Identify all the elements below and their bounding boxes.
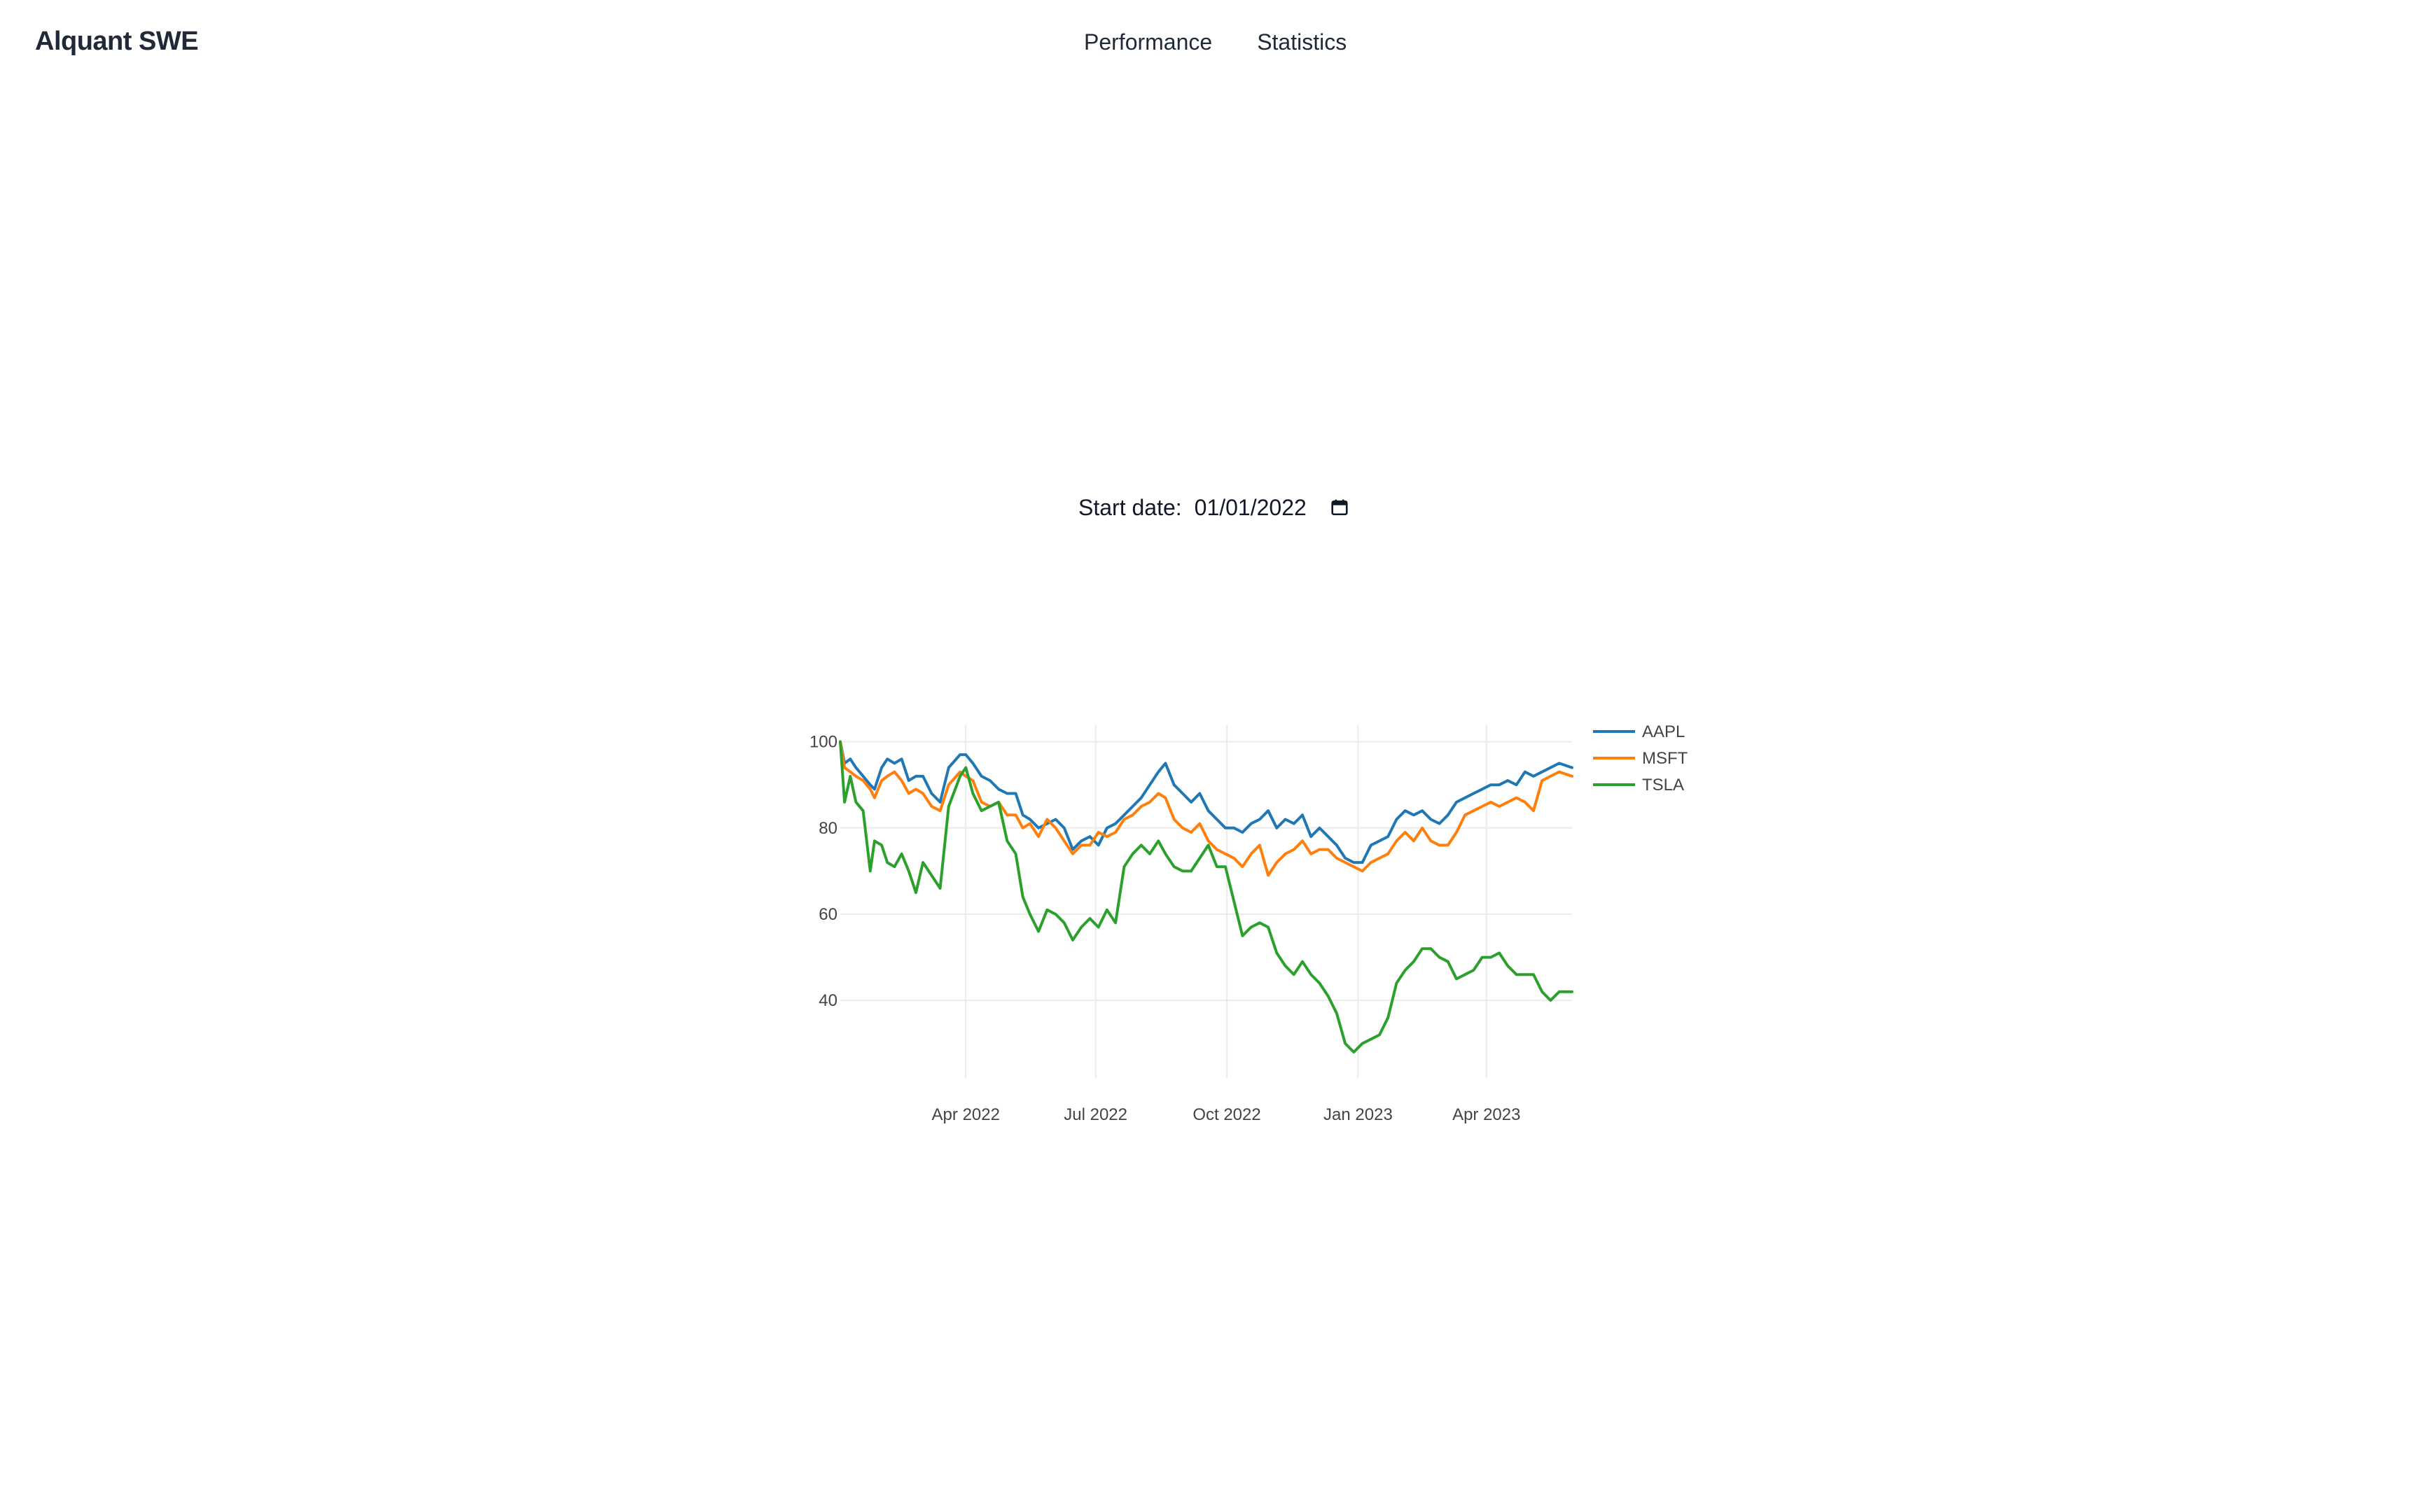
x-tick-label: Jan 2023 [1323,1105,1393,1124]
legend-label-tsla[interactable]: TSLA [1642,776,1684,794]
series-line-tsla[interactable] [839,740,1573,1054]
x-tick-label: Jul 2022 [1064,1105,1127,1124]
top-navbar: Alquant SWE Performance Statistics [0,0,2420,91]
y-tick-label: 80 [819,819,837,838]
performance-chart[interactable]: 40 60 80 100 Apr 2022 Jul 2022 Oct 2022 Jan 202… [784,707,1709,1155]
start-date-input[interactable]: 01/01/2022 [1195,495,1349,521]
series-line-aapl[interactable] [839,740,1573,864]
performance-chart-svg[interactable]: 40 60 80 100 Apr 2022 Jul 2022 Oct 2022 Jan 202… [784,707,1709,1155]
calendar-icon[interactable] [1330,498,1349,517]
x-tick-label: Oct 2022 [1192,1105,1260,1124]
start-date-label: Start date: [1078,494,1182,520]
series-line-msft[interactable] [839,740,1573,877]
x-tick-label: Apr 2023 [1452,1105,1520,1124]
y-tick-label: 100 [809,733,837,752]
x-tick-label: Apr 2022 [932,1105,1000,1124]
nav-link-statistics[interactable]: Statistics [1257,29,1347,55]
brand-title[interactable]: Alquant SWE [35,27,199,56]
start-date-control: Start date: 01/01/2022 [1078,490,1349,525]
y-tick-label: 60 [819,905,837,924]
legend-label-aapl[interactable]: AAPL [1642,722,1685,741]
legend-label-msft[interactable]: MSFT [1642,749,1688,768]
nav-link-performance[interactable]: Performance [1084,29,1213,55]
y-tick-label: 40 [819,991,837,1010]
nav-links: Performance Statistics [1084,29,1347,55]
start-date-value[interactable]: 01/01/2022 [1194,494,1307,520]
